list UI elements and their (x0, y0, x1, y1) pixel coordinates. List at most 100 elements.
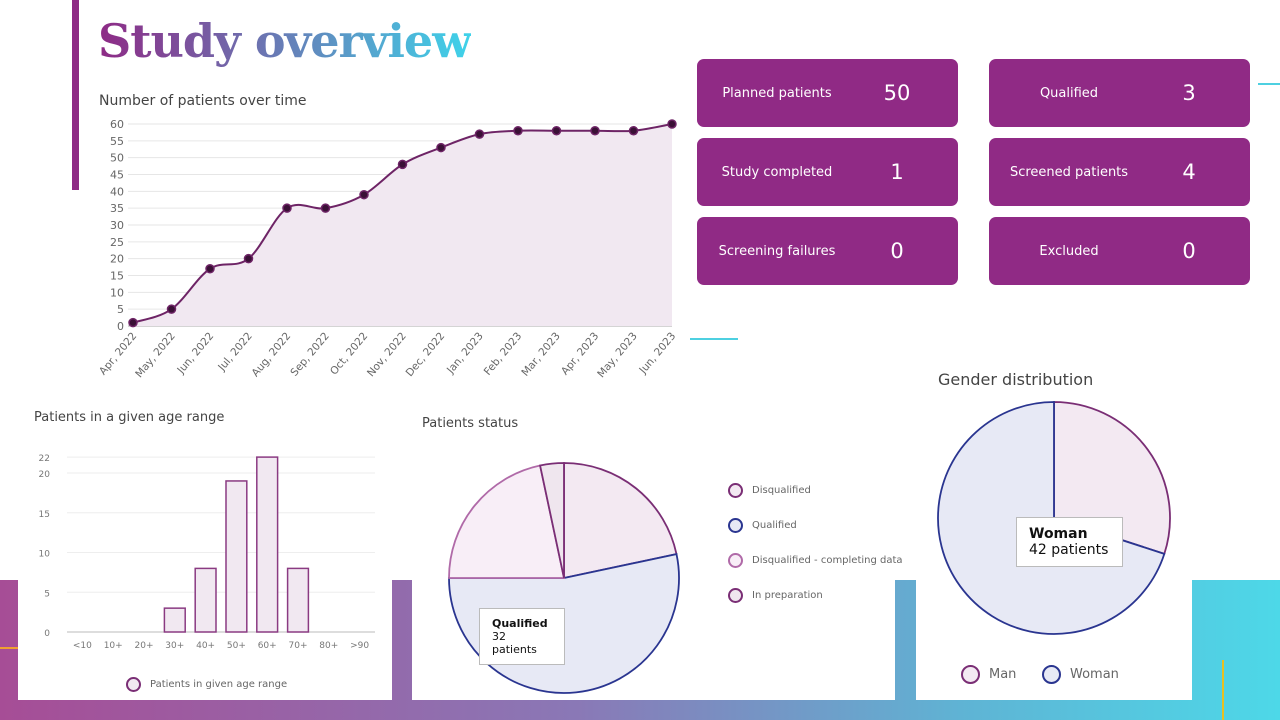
data-point (397, 159, 408, 170)
y-tick-label: 0 (44, 629, 50, 639)
kpi-label: Screened patients (1009, 164, 1129, 180)
x-tick-label: Jun, 2022 (174, 330, 216, 377)
bar (194, 567, 217, 633)
age-legend[interactable]: Patients in given age range (126, 677, 287, 692)
x-tick-label: 30+ (165, 641, 184, 651)
bar (225, 480, 248, 633)
age-panel (18, 400, 392, 700)
data-point (205, 264, 215, 274)
bar (256, 456, 279, 633)
data-point (359, 189, 369, 200)
y-tick-label: 10 (110, 286, 124, 299)
x-tick-label: Apr, 2022 (97, 330, 139, 377)
legend-item[interactable]: Woman (1042, 665, 1119, 684)
pie-slice (1053, 401, 1171, 555)
accent-bar (72, 0, 79, 190)
x-tick-label: Jul, 2022 (215, 330, 254, 374)
y-tick-label: 60 (110, 118, 124, 131)
kpi-value: 50 (883, 81, 911, 105)
x-tick-label: <10 (73, 641, 92, 651)
kpi-card: Study completed 1 (697, 138, 958, 206)
kpi-card: Qualified 3 (989, 59, 1250, 127)
legend-marker-icon (728, 483, 743, 498)
kpi-label: Planned patients (722, 85, 832, 101)
kpi-value: 3 (1182, 81, 1196, 105)
x-tick-label: >90 (350, 641, 369, 651)
kpi-value: 4 (1182, 160, 1196, 184)
data-point (590, 125, 600, 136)
page-title: Study overview (98, 14, 472, 68)
legend-marker-icon (728, 553, 743, 568)
bar (286, 567, 310, 633)
legend-marker-icon (728, 518, 743, 533)
kpi-card: Screening failures 0 (697, 217, 958, 285)
kpi-value: 0 (890, 239, 904, 263)
x-tick-label: Jan, 2023 (444, 330, 486, 376)
kpi-value: 1 (890, 160, 904, 184)
data-point (128, 317, 138, 328)
decor-line (1258, 83, 1280, 85)
x-tick-label: 70+ (289, 641, 308, 651)
status-chart-title: Patients status (422, 416, 519, 431)
data-point (282, 203, 292, 213)
decor-line (690, 338, 738, 340)
data-point (628, 125, 639, 136)
area-fill (133, 124, 672, 326)
legend-item[interactable]: Disqualified - completing data (728, 553, 903, 568)
y-tick-label: 15 (110, 270, 124, 283)
patients-status-pie (448, 462, 680, 694)
y-tick-label: 22 (39, 454, 50, 464)
y-tick-label: 55 (110, 135, 124, 148)
gender-chart-title: Gender distribution (938, 370, 1094, 389)
age-range-chart: 0 5 10 15 20 22 <10 10+ 20+ 30+ 40+ 50+ 60+ 70+ 80+ >90 (39, 454, 375, 651)
data-point (513, 125, 523, 136)
y-tick-label: 35 (110, 202, 124, 215)
y-tick-label: 45 (110, 169, 124, 182)
y-tick-label: 5 (117, 303, 124, 316)
y-tick-label: 20 (110, 253, 124, 266)
gender-tooltip: Woman 42 patients (1016, 517, 1123, 567)
pie-slice (539, 462, 565, 579)
x-tick-label: Feb, 2023 (482, 330, 525, 378)
y-tick-label: 40 (110, 185, 124, 198)
y-tick-label: 50 (110, 152, 124, 165)
legend-item[interactable]: Disqualified (728, 483, 811, 498)
x-tick-label: Aug, 2022 (249, 330, 293, 379)
decor-line (0, 647, 18, 649)
x-tick-label: 40+ (196, 641, 215, 651)
kpi-card: Excluded 0 (989, 217, 1250, 285)
legend-item[interactable]: Man (961, 665, 1016, 684)
data-point (243, 253, 254, 264)
kpi-label: Excluded (1039, 243, 1099, 259)
x-tick-label: 80+ (319, 641, 338, 651)
x-tick-label: 10+ (104, 641, 123, 651)
decor-line (1222, 660, 1224, 720)
y-tick-label: 30 (110, 219, 124, 232)
x-tick-label: 20+ (135, 641, 154, 651)
legend-marker-icon (1042, 665, 1061, 684)
kpi-card: Screened patients 4 (989, 138, 1250, 206)
pie-slice (563, 462, 678, 580)
y-tick-label: 5 (44, 589, 50, 599)
legend-item[interactable]: Qualified (728, 518, 797, 533)
x-tick-label: 60+ (258, 641, 277, 651)
kpi-label: Study completed (721, 164, 833, 180)
x-tick-label: Jun, 2023 (636, 330, 678, 377)
y-tick-label: 25 (110, 236, 124, 249)
kpi-label: Qualified (1039, 85, 1099, 101)
bar (163, 607, 186, 633)
x-tick-label: May, 2022 (133, 330, 178, 380)
y-tick-label: 0 (117, 320, 124, 333)
kpi-label: Screening failures (718, 243, 836, 259)
kpi-value: 0 (1182, 239, 1196, 263)
y-tick-label: 20 (39, 470, 51, 480)
legend-item[interactable]: In preparation (728, 588, 823, 603)
pie-slice (448, 464, 566, 579)
x-tick-label: Mar, 2023 (519, 330, 562, 378)
data-point (667, 119, 677, 129)
legend-marker-icon (126, 677, 141, 692)
line-chart-title: Number of patients over time (99, 93, 307, 109)
status-tooltip: Qualified 32 patients (479, 608, 565, 665)
age-chart-title: Patients in a given age range (34, 410, 225, 425)
